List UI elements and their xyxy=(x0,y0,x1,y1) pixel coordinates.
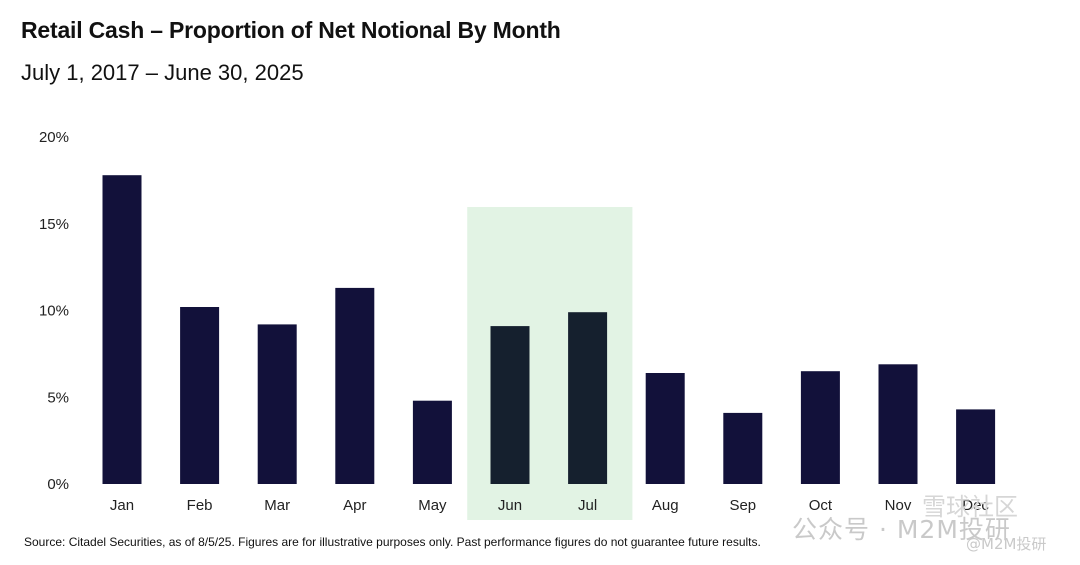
y-axis-ticks: 0% 5% 10% 15% 20% xyxy=(39,129,69,493)
bar-feb xyxy=(180,307,220,484)
x-tick-label-dec: Dec xyxy=(962,497,989,514)
watermark-top: 雪球社区 xyxy=(922,493,1018,521)
y-tick-label: 20% xyxy=(39,129,69,146)
x-tick-label-aug: Aug xyxy=(652,497,679,514)
bar-oct xyxy=(800,371,840,484)
bar-jun xyxy=(490,326,530,484)
bar-apr xyxy=(335,287,375,484)
x-axis-ticks: Jan Feb Mar Apr May Jun Jul Aug Sep Oct Nov Dec xyxy=(110,497,990,514)
watermark-main: 公众号 · M2M投研 xyxy=(792,515,1011,544)
y-tick-label: 0% xyxy=(47,476,69,493)
y-tick-label: 15% xyxy=(39,216,69,233)
x-tick-label-jul: Jul xyxy=(578,497,597,514)
source-note: Source: Citadel Securities, as of 8/5/25… xyxy=(24,535,761,549)
x-tick-label-oct: Oct xyxy=(809,497,833,514)
bar-sep xyxy=(723,412,763,484)
x-tick-label-may: May xyxy=(418,497,447,514)
bar-aug xyxy=(645,373,685,484)
y-tick-label: 10% xyxy=(39,303,69,320)
x-tick-label-sep: Sep xyxy=(729,497,756,514)
bar-layer xyxy=(102,175,996,484)
x-tick-label-feb: Feb xyxy=(187,497,213,514)
chart-subtitle: July 1, 2017 – June 30, 2025 xyxy=(21,60,304,85)
x-tick-label-jun: Jun xyxy=(498,497,522,514)
x-tick-label-apr: Apr xyxy=(343,497,366,514)
bar-jul xyxy=(568,312,608,484)
bar-may xyxy=(412,400,452,484)
x-tick-label-mar: Mar xyxy=(264,497,290,514)
y-tick-label: 5% xyxy=(47,389,69,406)
x-tick-label-nov: Nov xyxy=(885,497,912,514)
bar-dec xyxy=(956,409,996,484)
x-tick-label-jan: Jan xyxy=(110,497,134,514)
chart-title: Retail Cash – Proportion of Net Notional… xyxy=(21,17,561,43)
bar-mar xyxy=(257,324,297,484)
bar-jan xyxy=(102,175,142,484)
bar-nov xyxy=(878,364,918,484)
watermark-sub: @M2M投研 xyxy=(966,535,1047,553)
